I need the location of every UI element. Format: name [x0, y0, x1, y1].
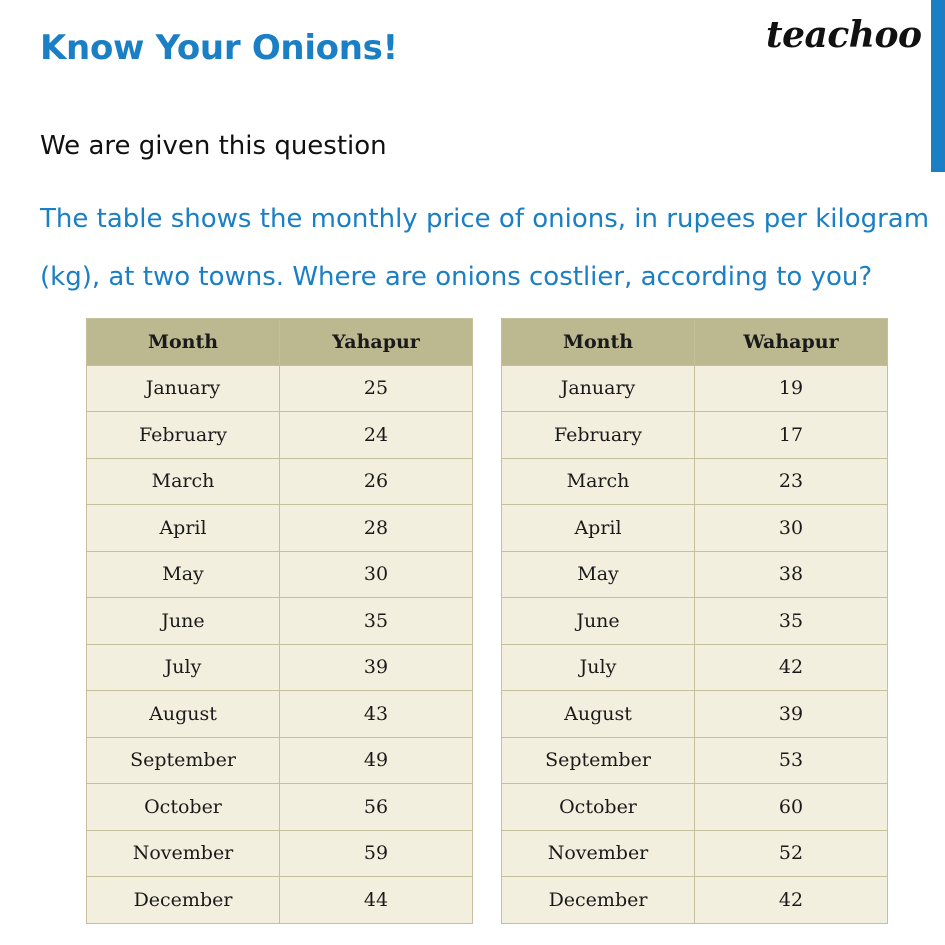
table-row: December 42: [501, 876, 888, 924]
month-cell: May: [501, 550, 695, 598]
price-cell: 28: [279, 504, 473, 552]
table-row: February 24: [86, 411, 473, 459]
price-cell: 17: [694, 411, 888, 459]
wahapur-price-table: Month Wahapur January 19 February 17 March 23 Ap…: [501, 318, 888, 924]
price-cell: 26: [279, 457, 473, 505]
month-cell: April: [86, 504, 280, 552]
month-cell: November: [501, 829, 695, 877]
price-cell: 35: [279, 597, 473, 645]
month-cell: August: [501, 690, 695, 738]
table-row: May 38: [501, 550, 888, 598]
table-row: November 59: [86, 829, 473, 877]
table-row: March 26: [86, 457, 473, 505]
month-cell: December: [501, 876, 695, 924]
price-cell: 52: [694, 829, 888, 877]
table-row: January 25: [86, 364, 473, 412]
table-row: October 60: [501, 783, 888, 831]
scrollbar[interactable]: [931, 0, 945, 945]
table-row: April 30: [501, 504, 888, 552]
month-cell: November: [86, 829, 280, 877]
table-row: March 23: [501, 457, 888, 505]
price-cell: 24: [279, 411, 473, 459]
month-cell: June: [501, 597, 695, 645]
price-cell: 30: [694, 504, 888, 552]
column-header: Month: [86, 318, 280, 366]
price-cell: 39: [279, 643, 473, 691]
price-cell: 44: [279, 876, 473, 924]
column-header: Wahapur: [694, 318, 888, 366]
price-cell: 38: [694, 550, 888, 598]
price-cell: 49: [279, 736, 473, 784]
month-cell: September: [86, 736, 280, 784]
price-cell: 60: [694, 783, 888, 831]
price-cell: 19: [694, 364, 888, 412]
price-cell: 35: [694, 597, 888, 645]
table-row: February 17: [501, 411, 888, 459]
table-row: July 39: [86, 643, 473, 691]
month-cell: January: [501, 364, 695, 412]
price-cell: 53: [694, 736, 888, 784]
yahapur-price-table: Month Yahapur January 25 February 24 March 26 Ap…: [86, 318, 473, 924]
table-header-row: Month Yahapur: [86, 318, 473, 366]
table-row: January 19: [501, 364, 888, 412]
month-cell: January: [86, 364, 280, 412]
table-row: October 56: [86, 783, 473, 831]
month-cell: December: [86, 876, 280, 924]
month-cell: March: [86, 457, 280, 505]
table-row: September 53: [501, 736, 888, 784]
month-cell: March: [501, 457, 695, 505]
table-row: June 35: [86, 597, 473, 645]
month-cell: August: [86, 690, 280, 738]
column-header: Yahapur: [279, 318, 473, 366]
table-row: April 28: [86, 504, 473, 552]
price-cell: 42: [694, 643, 888, 691]
month-cell: February: [501, 411, 695, 459]
table-row: September 49: [86, 736, 473, 784]
price-cell: 25: [279, 364, 473, 412]
intro-text: We are given this question: [40, 131, 387, 161]
table-row: May 30: [86, 550, 473, 598]
table-header-row: Month Wahapur: [501, 318, 888, 366]
price-cell: 30: [279, 550, 473, 598]
price-cell: 59: [279, 829, 473, 877]
price-cell: 56: [279, 783, 473, 831]
teachoo-logo: teachoo: [766, 14, 922, 56]
column-header: Month: [501, 318, 695, 366]
table-row: November 52: [501, 829, 888, 877]
table-row: August 39: [501, 690, 888, 738]
question-text: The table shows the monthly price of oni…: [40, 204, 930, 292]
month-cell: April: [501, 504, 695, 552]
month-cell: February: [86, 411, 280, 459]
price-cell: 43: [279, 690, 473, 738]
price-cell: 23: [694, 457, 888, 505]
page-title: Know Your Onions!: [40, 28, 398, 68]
month-cell: June: [86, 597, 280, 645]
table-row: August 43: [86, 690, 473, 738]
price-cell: 39: [694, 690, 888, 738]
month-cell: September: [501, 736, 695, 784]
table-row: July 42: [501, 643, 888, 691]
month-cell: July: [86, 643, 280, 691]
price-cell: 42: [694, 876, 888, 924]
table-row: December 44: [86, 876, 473, 924]
month-cell: July: [501, 643, 695, 691]
month-cell: October: [86, 783, 280, 831]
table-row: June 35: [501, 597, 888, 645]
scrollbar-thumb[interactable]: [931, 0, 945, 172]
month-cell: October: [501, 783, 695, 831]
month-cell: May: [86, 550, 280, 598]
